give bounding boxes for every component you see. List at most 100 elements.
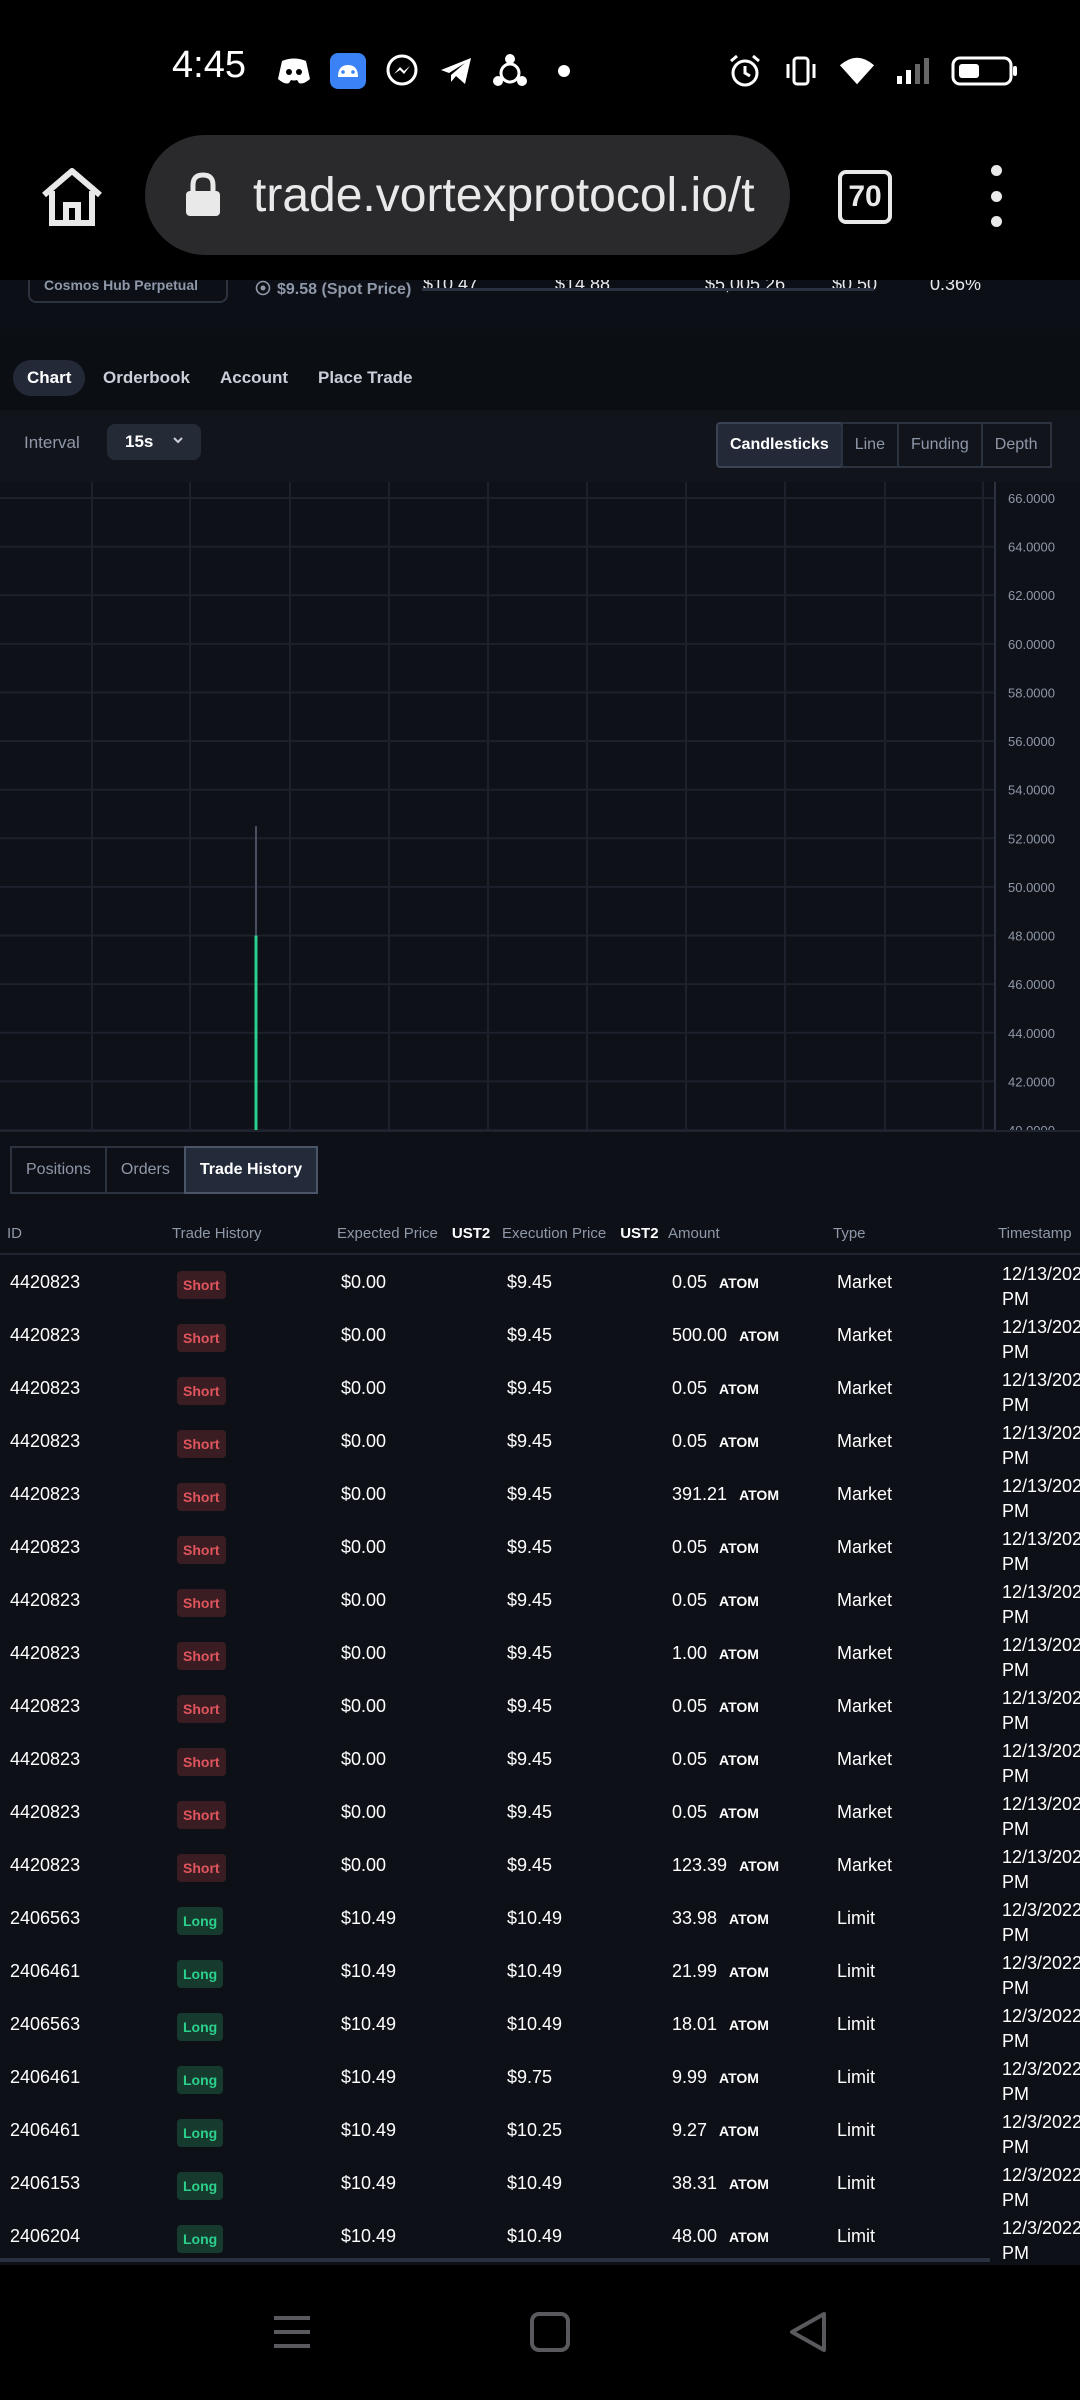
tab-orderbook[interactable]: Orderbook — [103, 368, 190, 387]
cell-id: 4420823 — [10, 1431, 81, 1451]
y-tick-label: 40.0000 — [1008, 1123, 1055, 1132]
table-row[interactable]: 4420823 Short $0.00 $9.45 0.05 ATOM Market 12/1… — [0, 1788, 1080, 1841]
cell-timestamp: 12/3/2022 PM — [1002, 2004, 1080, 2054]
table-row[interactable]: 4420823 Short $0.00 $9.45 391.21 ATOM Market 12… — [0, 1470, 1080, 1523]
tab-place-trade[interactable]: Place Trade — [318, 368, 413, 387]
status-bar: 4:45 — [0, 0, 1080, 135]
table-row[interactable]: 4420823 Short $0.00 $9.45 0.05 ATOM Market 12/1… — [0, 1417, 1080, 1470]
tab-account[interactable]: Account — [220, 368, 288, 387]
table-row[interactable]: 4420823 Short $0.00 $9.45 0.05 ATOM Market 12/1… — [0, 1258, 1080, 1311]
market-selector[interactable]: Cosmos Hub Perpetual — [28, 280, 228, 303]
cell-execution-price: $9.45 — [507, 1855, 553, 1875]
table-row[interactable]: 2406461 Long $10.49 $9.75 9.99 ATOM Limit 12/3/… — [0, 2053, 1080, 2106]
cell-id: 4420823 — [10, 1696, 81, 1716]
price-icon — [255, 280, 271, 296]
spot-price-text: $9.58 (Spot Price) — [277, 281, 412, 298]
table-row[interactable]: 2406153 Long $10.49 $10.49 38.31 ATOM Limit 12/… — [0, 2159, 1080, 2212]
timestamp-date: 12/13/2022 — [1002, 1794, 1080, 1814]
col-expected-unit: UST2 — [451, 1225, 491, 1242]
amount-value: 0.05 — [672, 1749, 708, 1769]
amount-value: 48.00 — [672, 2226, 718, 2246]
timestamp-date: 12/13/2022 — [1002, 1741, 1080, 1761]
cell-execution-price: $9.45 — [507, 1749, 553, 1769]
cell-amount: 0.05 ATOM — [672, 1749, 759, 1770]
cell-expected-price: $0.00 — [341, 1696, 387, 1716]
timestamp-period: PM — [1002, 2190, 1029, 2210]
cell-execution-price: $9.45 — [507, 1802, 553, 1822]
amount-asset: ATOM — [719, 1540, 759, 1556]
y-tick-label: 58.0000 — [1008, 685, 1055, 700]
amount-asset: ATOM — [719, 1805, 759, 1821]
table-row[interactable]: 4420823 Short $0.00 $9.45 0.05 ATOM Market 12/1… — [0, 1682, 1080, 1735]
cell-expected-price: $10.49 — [341, 1961, 397, 1981]
table-row[interactable]: 2406563 Long $10.49 $10.49 18.01 ATOM Limit 12/… — [0, 2000, 1080, 2053]
table-row[interactable]: 4420823 Short $0.00 $9.45 500.00 ATOM Market 12… — [0, 1311, 1080, 1364]
menu-button[interactable] — [270, 2310, 314, 2354]
tab-positions[interactable]: Positions — [10, 1146, 107, 1194]
tab-switcher-button[interactable]: 70 — [838, 170, 892, 224]
table-row[interactable]: 2406563 Long $10.49 $10.49 33.98 ATOM Limit 12/… — [0, 1894, 1080, 1947]
cell-timestamp: 12/13/2022 PM — [1002, 1474, 1080, 1524]
cell-type: Market — [837, 1696, 893, 1716]
cell-execution-price: $9.45 — [507, 1590, 553, 1610]
cell-expected-price: $0.00 — [341, 1537, 387, 1557]
table-row[interactable]: 4420823 Short $0.00 $9.45 0.05 ATOM Market 12/1… — [0, 1735, 1080, 1788]
table-row[interactable]: 4420823 Short $0.00 $9.45 0.05 ATOM Market 12/1… — [0, 1576, 1080, 1629]
cell-amount: 21.99 ATOM — [672, 1961, 769, 1982]
home-button[interactable] — [528, 2310, 572, 2354]
table-row[interactable]: 2406204 Long $10.49 $10.49 48.00 ATOM Limit 12/… — [0, 2212, 1080, 2265]
chart-type-line[interactable]: Line — [840, 422, 899, 468]
timestamp-period: PM — [1002, 1872, 1029, 1892]
timestamp-date: 12/3/2022 — [1002, 2006, 1080, 2026]
tab-trade-history[interactable]: Trade History — [183, 1146, 319, 1194]
cell-type: Limit — [837, 2120, 876, 2140]
amount-value: 0.05 — [672, 1696, 708, 1716]
interval-dropdown[interactable]: 15s — [107, 424, 201, 460]
bottom-panel-tabs: Positions Orders Trade History — [0, 1130, 1080, 1210]
cell-timestamp: 12/3/2022 PM — [1002, 1951, 1080, 2001]
table-row[interactable]: 2406461 Long $10.49 $10.25 9.27 ATOM Limit 12/3… — [0, 2106, 1080, 2159]
tab-chart[interactable]: Chart — [13, 360, 86, 396]
cell-expected-price: $0.00 — [341, 1431, 387, 1451]
timestamp-date: 12/13/2022 — [1002, 1847, 1080, 1867]
tab-orders[interactable]: Orders — [104, 1146, 186, 1194]
home-square-icon — [530, 2312, 570, 2352]
table-row[interactable]: 4420823 Short $0.00 $9.45 0.05 ATOM Market 12/1… — [0, 1523, 1080, 1576]
timestamp-period: PM — [1002, 2243, 1029, 2263]
chart-type-funding[interactable]: Funding — [896, 422, 983, 468]
side-badge: Long — [177, 1907, 224, 1935]
cell-timestamp: 12/3/2022 PM — [1002, 2216, 1080, 2265]
col-id: ID — [7, 1225, 22, 1242]
table-row[interactable]: 2406461 Long $10.49 $10.49 21.99 ATOM Limit 12/… — [0, 1947, 1080, 2000]
cell-timestamp: 12/13/2022 PM — [1002, 1845, 1080, 1895]
cell-expected-price: $0.00 — [341, 1272, 387, 1292]
amount-value: 18.01 — [672, 2014, 718, 2034]
timestamp-period: PM — [1002, 1289, 1029, 1309]
horizontal-scrollbar[interactable] — [0, 2258, 990, 2262]
address-bar[interactable]: trade.vortexprotocol.io/t — [145, 135, 790, 255]
signal-icon — [894, 52, 932, 90]
back-button[interactable] — [786, 2310, 830, 2354]
table-row[interactable]: 4420823 Short $0.00 $9.45 123.39 ATOM Market 12… — [0, 1841, 1080, 1894]
cell-id: 2406153 — [10, 2173, 81, 2193]
market-header: Cosmos Hub Perpetual $9.58 (Spot Price) … — [0, 280, 1080, 335]
amount-value: 0.05 — [672, 1537, 708, 1557]
timestamp-period: PM — [1002, 2137, 1029, 2157]
market-stat: 0.36% — [930, 280, 982, 294]
browser-home-button[interactable] — [38, 163, 106, 231]
lock-icon — [186, 172, 220, 216]
chart-type-depth[interactable]: Depth — [980, 422, 1052, 468]
back-icon — [790, 2312, 826, 2352]
table-row[interactable]: 4420823 Short $0.00 $9.45 0.05 ATOM Market 12/1… — [0, 1364, 1080, 1417]
chart-canvas[interactable]: 66.0000 64.0000 62.0000 60.0000 58.0000 56.00… — [0, 482, 1080, 1132]
cell-id: 4420823 — [10, 1802, 81, 1822]
col-timestamp: Timestamp — [998, 1225, 1072, 1242]
browser-menu-button[interactable] — [985, 165, 1007, 227]
side-badge: Long — [177, 2172, 224, 2200]
price-chart[interactable]: 66.0000 64.0000 62.0000 60.0000 58.0000 56.00… — [0, 482, 1080, 1132]
cell-type: Market — [837, 1802, 893, 1822]
cell-type: Market — [837, 1537, 893, 1557]
cell-id: 4420823 — [10, 1643, 81, 1663]
chart-type-candlesticks[interactable]: Candlesticks — [716, 422, 843, 468]
table-row[interactable]: 4420823 Short $0.00 $9.45 1.00 ATOM Market 12/1… — [0, 1629, 1080, 1682]
